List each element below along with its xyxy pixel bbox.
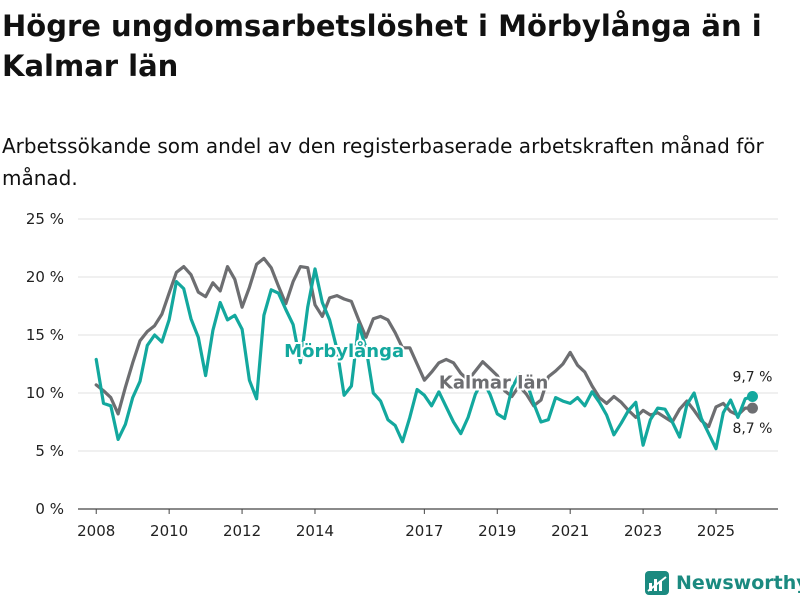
y-tick-label: 0 % bbox=[35, 500, 64, 518]
x-tick-label: 2012 bbox=[223, 522, 261, 540]
y-tick-label: 10 % bbox=[26, 384, 64, 402]
line-chart: 0 %5 %10 %15 %20 %25 % 2008 2010 2012 2014 2… bbox=[26, 210, 778, 540]
end-point-kalmar bbox=[746, 402, 758, 414]
series-label-morbylanga: Mörbylånga bbox=[284, 340, 404, 362]
x-tick-label: 2008 bbox=[77, 522, 115, 540]
series-labels: Kalmar län Mörbylånga 8,7 % 9,7 % bbox=[282, 338, 774, 438]
y-axis-ticks: 0 % 5 % 10 % 15 % 20 % 25 % bbox=[26, 210, 64, 518]
chart-subtitle: Arbetssökande som andel av den registerb… bbox=[2, 134, 764, 190]
x-tick-label: 2023 bbox=[624, 522, 662, 540]
gridlines bbox=[78, 218, 778, 510]
x-tick-label: 2019 bbox=[478, 522, 516, 540]
y-tick-label: 20 % bbox=[26, 268, 64, 286]
x-tick-label: 2010 bbox=[150, 522, 188, 540]
end-point-morbylanga bbox=[746, 390, 758, 402]
newsworthy-logo-icon bbox=[645, 571, 669, 595]
end-value-label-morbylanga: 9,7 % bbox=[732, 369, 772, 385]
x-tick-label: 2021 bbox=[551, 522, 589, 540]
x-tick-label: 2025 bbox=[697, 522, 735, 540]
newsworthy-logo: Newsworthy bbox=[644, 568, 800, 598]
x-tick-label: 2014 bbox=[296, 522, 334, 540]
x-tick-label: 2017 bbox=[405, 522, 443, 540]
y-tick-label: 25 % bbox=[26, 210, 64, 228]
brand-name: Newsworthy bbox=[676, 572, 800, 594]
series-label-kalmar: Kalmar län bbox=[439, 373, 548, 394]
x-axis-ticks: 2008 2010 2012 2014 2017 2019 2021 2023 2025 bbox=[77, 509, 735, 540]
series-line-morbylanga bbox=[94, 267, 755, 451]
y-tick-label: 5 % bbox=[35, 442, 64, 460]
series-line-kalmar bbox=[94, 256, 755, 429]
y-tick-label: 15 % bbox=[26, 326, 64, 344]
end-value-label-kalmar: 8,7 % bbox=[732, 421, 772, 437]
series-lines bbox=[94, 256, 758, 451]
chart-title: Högre ungdomsarbetslöshet i Mörbylånga ä… bbox=[2, 9, 762, 83]
